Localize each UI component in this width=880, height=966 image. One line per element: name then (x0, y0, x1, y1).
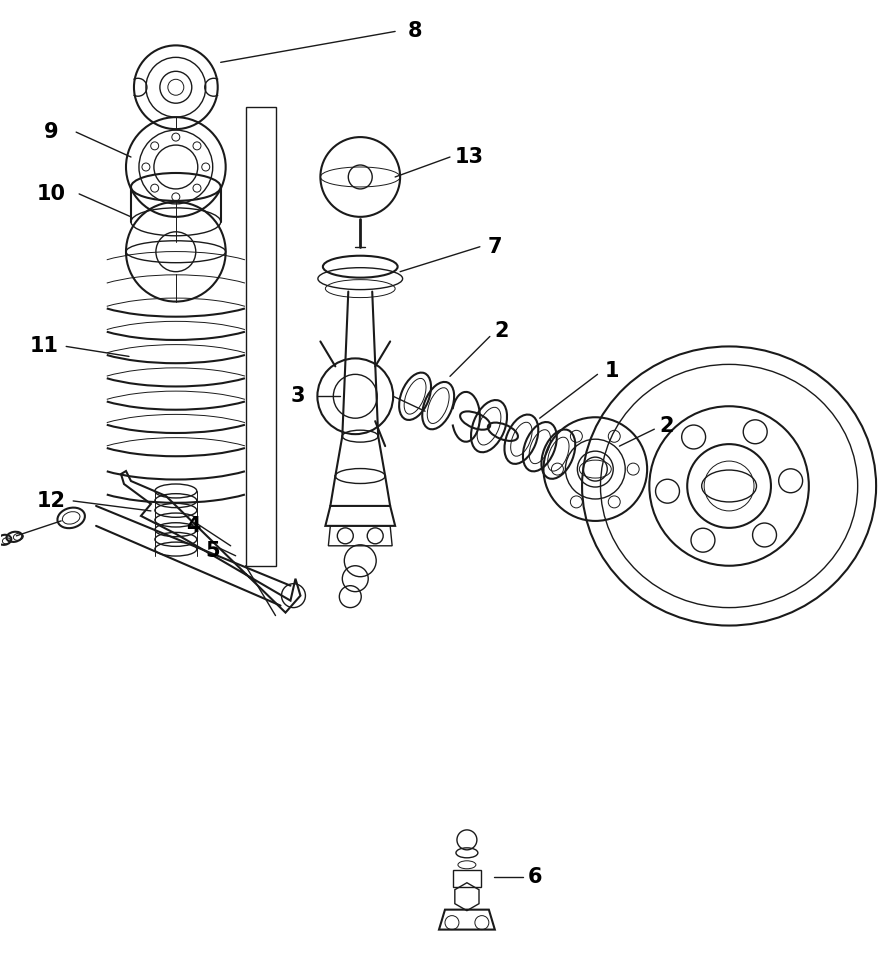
Text: 13: 13 (455, 147, 484, 167)
Text: 1: 1 (605, 361, 619, 382)
Text: 7: 7 (488, 237, 502, 257)
Text: 2: 2 (495, 322, 510, 341)
Text: 8: 8 (408, 21, 422, 42)
Text: 9: 9 (44, 122, 59, 142)
Text: 11: 11 (29, 336, 58, 356)
Text: 10: 10 (36, 184, 65, 204)
Text: 6: 6 (528, 867, 542, 887)
Text: 12: 12 (36, 491, 65, 511)
Text: 4: 4 (186, 516, 201, 536)
Text: 5: 5 (206, 541, 220, 561)
Text: 2: 2 (659, 416, 674, 437)
Text: 3: 3 (290, 386, 305, 407)
